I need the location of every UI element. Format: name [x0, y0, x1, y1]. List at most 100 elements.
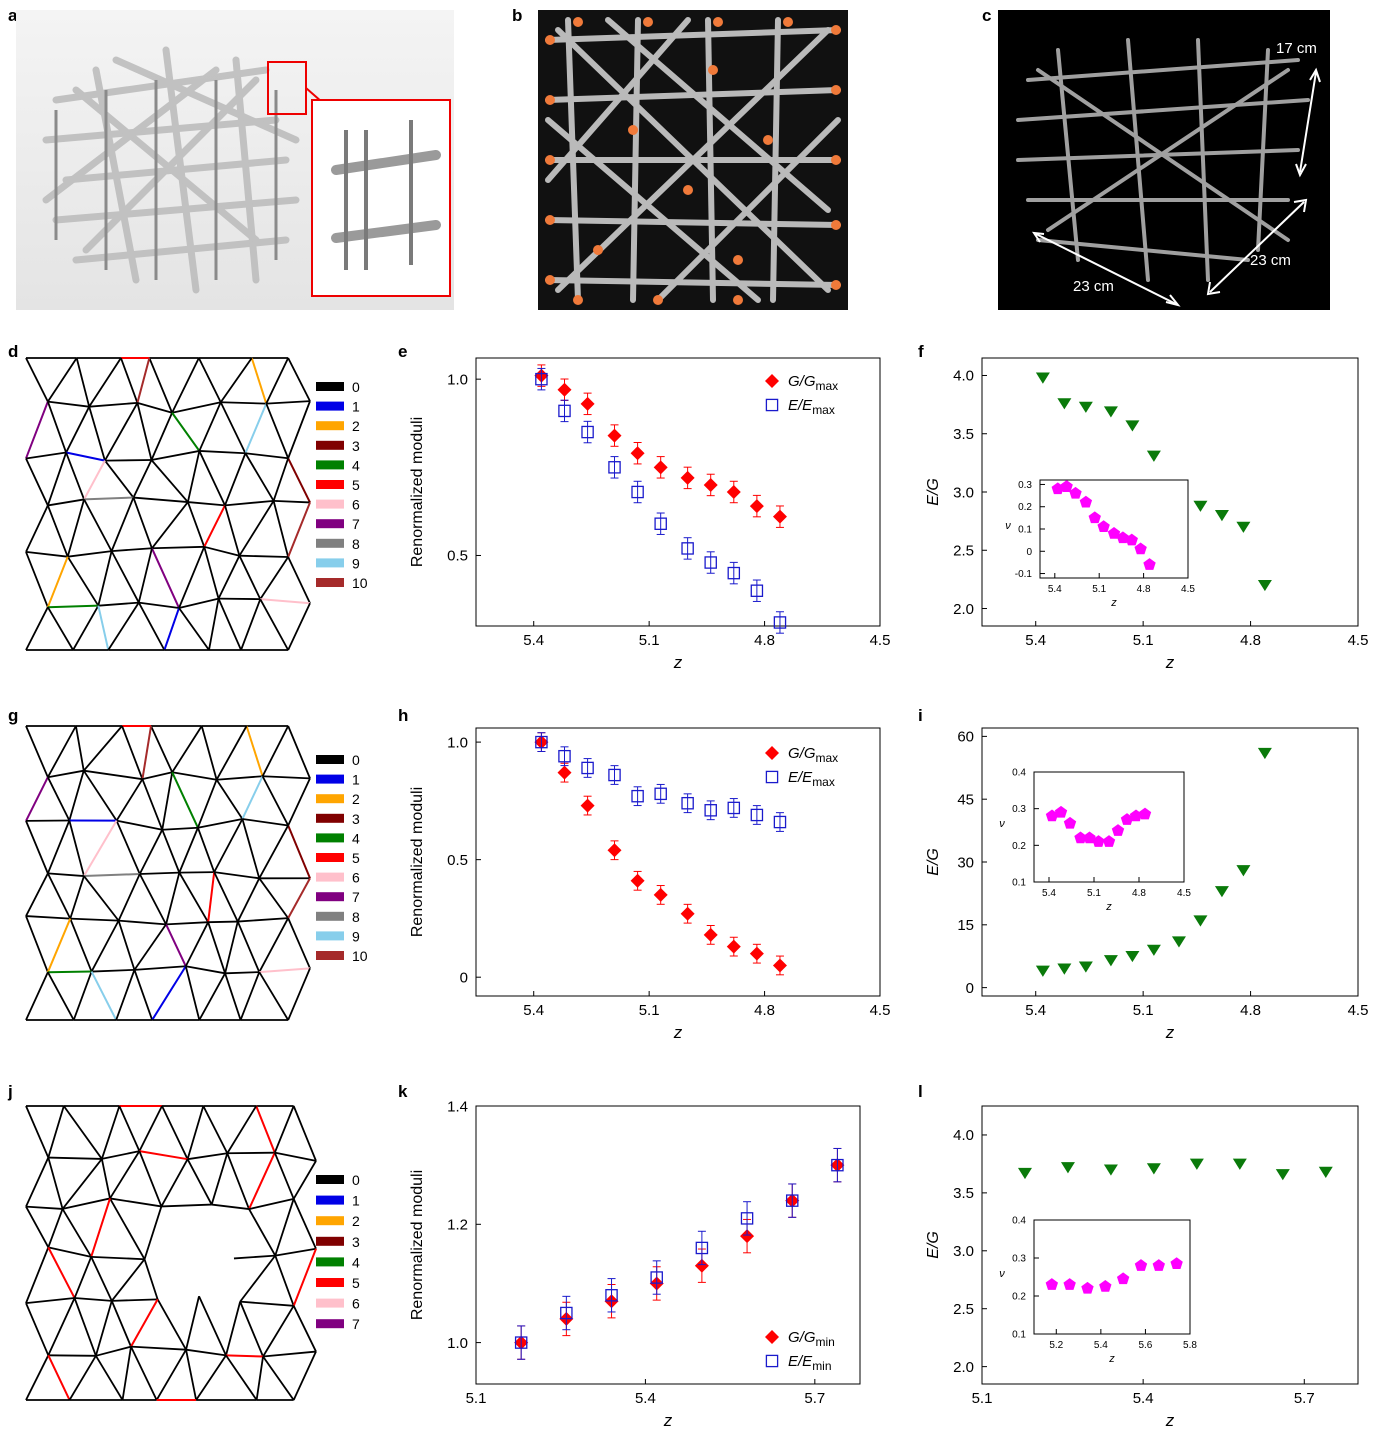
- network-bond: [46, 918, 72, 973]
- network-bond: [195, 1354, 227, 1401]
- network-bond: [46, 401, 67, 453]
- network-bond: [287, 967, 311, 1021]
- data-point-square: [750, 584, 764, 597]
- network-bond: [202, 1105, 229, 1154]
- data-point-diamond: [694, 1258, 709, 1273]
- network-bond: [48, 1246, 92, 1258]
- data-point-triangle: [1214, 886, 1229, 898]
- data-point-diamond: [653, 460, 668, 475]
- network-bond: [216, 775, 263, 781]
- data-point-diamond: [630, 446, 645, 461]
- panel-label-i: i: [918, 706, 923, 725]
- network-bond: [141, 778, 164, 831]
- network-bond: [178, 607, 210, 651]
- network-bond: [239, 971, 261, 1021]
- data-point-triangle: [1060, 1162, 1075, 1174]
- network-bond: [111, 1258, 146, 1302]
- network-bond: [245, 452, 289, 460]
- network-bond: [66, 556, 100, 607]
- legend-label-6: 6: [352, 1296, 360, 1312]
- network-bond: [130, 1346, 158, 1401]
- data-point-square: [608, 461, 621, 474]
- data-point-square: [558, 404, 571, 418]
- x-tick-label: 5.7: [1294, 1390, 1315, 1407]
- network-bond: [156, 1298, 187, 1351]
- plot-frame: [475, 727, 881, 997]
- network-bond: [110, 1300, 132, 1347]
- dim-depth-label: 23 cm: [1073, 278, 1114, 295]
- network-bond: [47, 505, 69, 558]
- data-point-pentagon: [1116, 531, 1130, 544]
- legend-swatch-1: [316, 774, 344, 784]
- panel-label-e: e: [398, 342, 408, 361]
- network-bond: [245, 725, 264, 777]
- data-point-square: [695, 1241, 709, 1255]
- data-point-square: [727, 566, 741, 580]
- data-point-diamond: [772, 958, 787, 973]
- network-bond: [121, 725, 144, 780]
- network-bond: [25, 1105, 50, 1158]
- inset-plot: 5.4 5.1 4.8 4.5 0.1 0.2 0.3 0.4 z ν: [999, 768, 1191, 914]
- network-bond: [242, 818, 289, 827]
- x-tick-label: 5.4: [1048, 584, 1062, 595]
- data-point-diamond: [765, 374, 779, 388]
- y-tick-label: 30: [957, 854, 974, 871]
- data-point-diamond: [557, 765, 572, 780]
- x-axis-label: z: [1165, 1411, 1175, 1430]
- cad-lattice-image: [42, 46, 451, 297]
- y-tick-label: 1.2: [447, 1217, 468, 1234]
- network-bond: [62, 1197, 111, 1210]
- x-tick-label: 5.2: [1049, 1340, 1063, 1351]
- network-bond: [241, 818, 261, 879]
- x-tick-label: 4.5: [1348, 1002, 1369, 1019]
- x-tick-label: 5.1: [466, 1390, 487, 1407]
- network-bond: [214, 871, 260, 880]
- data-point-triangle: [1318, 1166, 1333, 1178]
- data-point-diamond: [765, 746, 779, 760]
- network-bond: [104, 460, 135, 499]
- network-bond: [133, 923, 167, 971]
- network-bond: [107, 602, 140, 651]
- network-bond: [25, 971, 49, 1021]
- legend-swatch-6: [316, 499, 344, 509]
- network-bond: [61, 1158, 103, 1210]
- network-bond: [141, 725, 153, 780]
- network-bond: [236, 877, 261, 922]
- network-bond: [241, 775, 264, 820]
- data-point-triangle: [1193, 500, 1208, 512]
- network-bond: [70, 917, 119, 922]
- data-point-square: [560, 1306, 573, 1320]
- network-bond: [150, 459, 189, 503]
- network-bond: [198, 972, 226, 1021]
- y-tick-label: 1.0: [447, 1335, 468, 1352]
- network-bond: [75, 357, 91, 407]
- x-tick-label: 4.8: [1240, 632, 1261, 649]
- data-point-diamond: [703, 477, 718, 492]
- network-bond: [97, 605, 110, 651]
- legend-entry-max: E/Emax: [788, 769, 835, 789]
- y-tick-label: 0.4: [1012, 1216, 1026, 1227]
- x-tick-label: 4.8: [754, 1002, 775, 1019]
- network-bond: [115, 820, 141, 875]
- y-tick-label: 45: [957, 791, 974, 808]
- legend-label-4: 4: [352, 457, 360, 473]
- x-tick-label: 5.7: [804, 1390, 825, 1407]
- y-tick-label: 0.3: [1012, 1254, 1026, 1265]
- network-bond: [83, 872, 140, 878]
- network-bond: [198, 357, 222, 403]
- legend-label-1: 1: [352, 399, 360, 415]
- network-bond: [134, 965, 186, 971]
- data-point-square: [831, 1158, 844, 1172]
- legend-swatch-1: [316, 401, 344, 411]
- data-point-triangle: [1057, 398, 1072, 410]
- network-bond: [171, 725, 203, 773]
- y-tick-label: 2.5: [953, 1301, 974, 1318]
- legend-label-9: 9: [352, 555, 360, 571]
- network-bond: [197, 779, 218, 829]
- lattice-top-view-image: [545, 17, 841, 305]
- network-bond: [261, 775, 289, 826]
- network-bond: [151, 965, 187, 1021]
- network-bond: [292, 1105, 317, 1162]
- y-axis-label: Renormalized moduli: [409, 1170, 426, 1320]
- network-bond: [265, 357, 289, 404]
